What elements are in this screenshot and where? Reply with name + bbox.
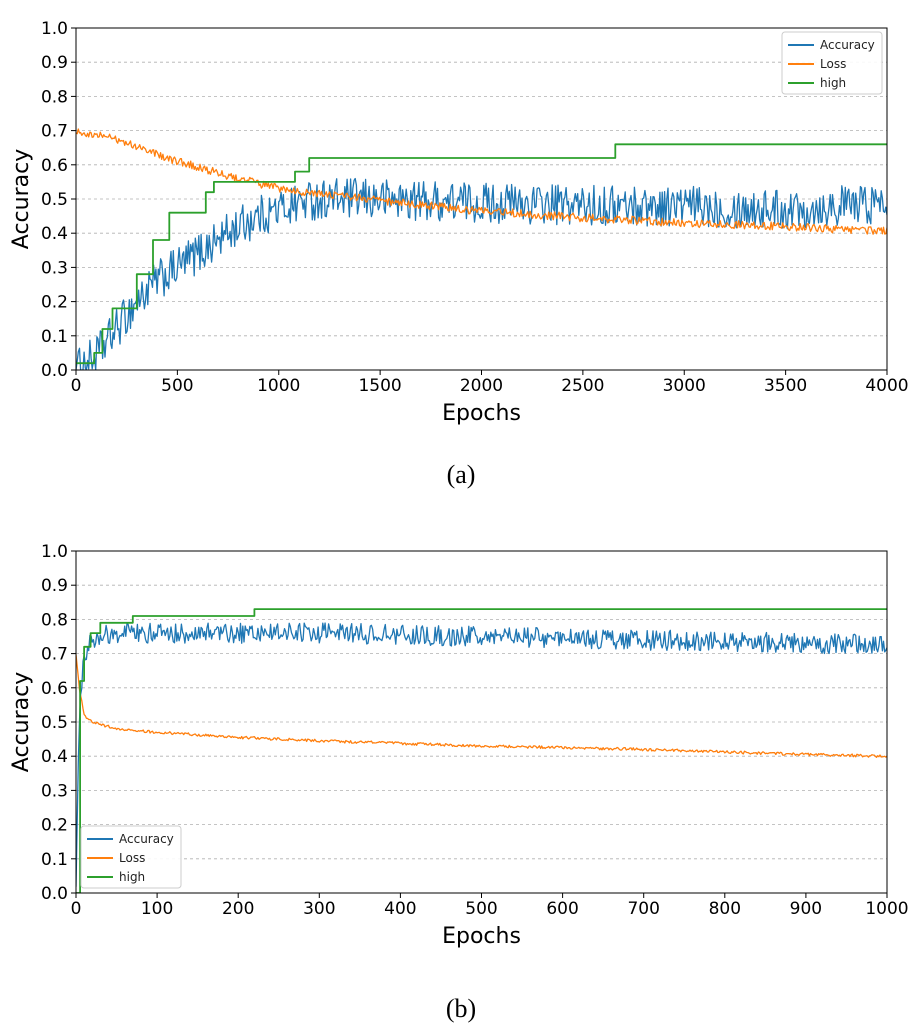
y-tick-label: 0.4 [41,224,68,244]
legend: Accuracy Loss high [781,31,883,95]
y-tick-label: 0.4 [41,747,68,767]
series-line-loss [76,654,887,758]
legend-label-high: high [119,870,145,884]
y-tick-label: 0.5 [41,190,68,210]
y-axis-label: Accuracy [9,672,34,772]
x-tick-label: 2000 [460,376,503,396]
series-line-high [76,143,887,365]
plot-area [76,128,887,370]
y-tick-label: 0.3 [41,781,68,801]
legend-label-accuracy: Accuracy [820,38,875,52]
y-tick-label: 0.6 [41,679,68,699]
y-tick-label: 0.0 [41,361,68,381]
x-tick-label: 3000 [663,376,706,396]
y-tick-label: 0.7 [41,122,68,142]
y-tick-label: 0.3 [41,258,68,278]
y-tick-label: 0.1 [41,327,68,347]
y-tick-label: 1.0 [41,19,68,39]
y-tick-label: 0.5 [41,713,68,733]
y-tick-label: 0.8 [41,87,68,107]
x-tick-label: 400 [384,899,416,919]
legend: Accuracy Loss high [80,825,182,889]
legend-label-loss: Loss [119,851,145,865]
x-tick-label: 0 [71,899,82,919]
chart-a: 0.0 0.1 0.2 0.3 0.4 0.5 0.6 0.7 0.8 0.9 1.0 0 500 100… [9,19,909,426]
y-tick-label: 0.9 [41,53,68,73]
x-tick-label: 2500 [561,376,604,396]
x-tick-label: 200 [222,899,254,919]
caption-b: (b) [445,994,477,1023]
legend-box [781,31,883,95]
legend-label-high: high [820,76,846,90]
y-tick-label: 0.2 [41,816,68,836]
y-tick-label: 0.1 [41,850,68,870]
x-axis-label: Epochs [442,924,521,949]
series-line-loss [76,128,887,235]
caption-a: (a) [446,460,476,489]
y-tick-label: 0.6 [41,156,68,176]
x-axis-label: Epochs [442,401,521,426]
x-tick-label: 0 [71,376,82,396]
y-tick-label: 0.9 [41,576,68,596]
x-tick-label: 3500 [764,376,807,396]
axes-frame [75,550,888,894]
x-tick-label: 500 [465,899,497,919]
series-line-accuracy [76,177,887,370]
x-tick-label: 900 [790,899,822,919]
x-tick-label: 100 [141,899,173,919]
chart-b: 0.0 0.1 0.2 0.3 0.4 0.5 0.6 0.7 0.8 0.9 1.0 0 100 200… [9,542,909,949]
x-tick-label: 600 [546,899,578,919]
y-tick-label: 0.8 [41,610,68,630]
y-axis-label: Accuracy [9,149,34,249]
x-tick-label: 500 [161,376,193,396]
series-line-high [76,608,887,893]
x-tick-label: 1000 [257,376,300,396]
legend-label-loss: Loss [820,57,846,71]
x-tick-label: 1000 [865,899,908,919]
x-tick-label: 700 [627,899,659,919]
y-tick-label: 1.0 [41,542,68,562]
y-tick-label: 0.0 [41,884,68,904]
legend-box [80,825,182,889]
y-tick-label: 0.2 [41,293,68,313]
axes-frame [75,27,888,371]
y-tick-label: 0.7 [41,645,68,665]
legend-label-accuracy: Accuracy [119,832,174,846]
x-tick-label: 800 [709,899,741,919]
x-tick-label: 1500 [358,376,401,396]
series-line-accuracy [76,622,887,887]
plot-area [76,608,887,893]
x-tick-label: 4000 [865,376,908,396]
x-tick-label: 300 [303,899,335,919]
